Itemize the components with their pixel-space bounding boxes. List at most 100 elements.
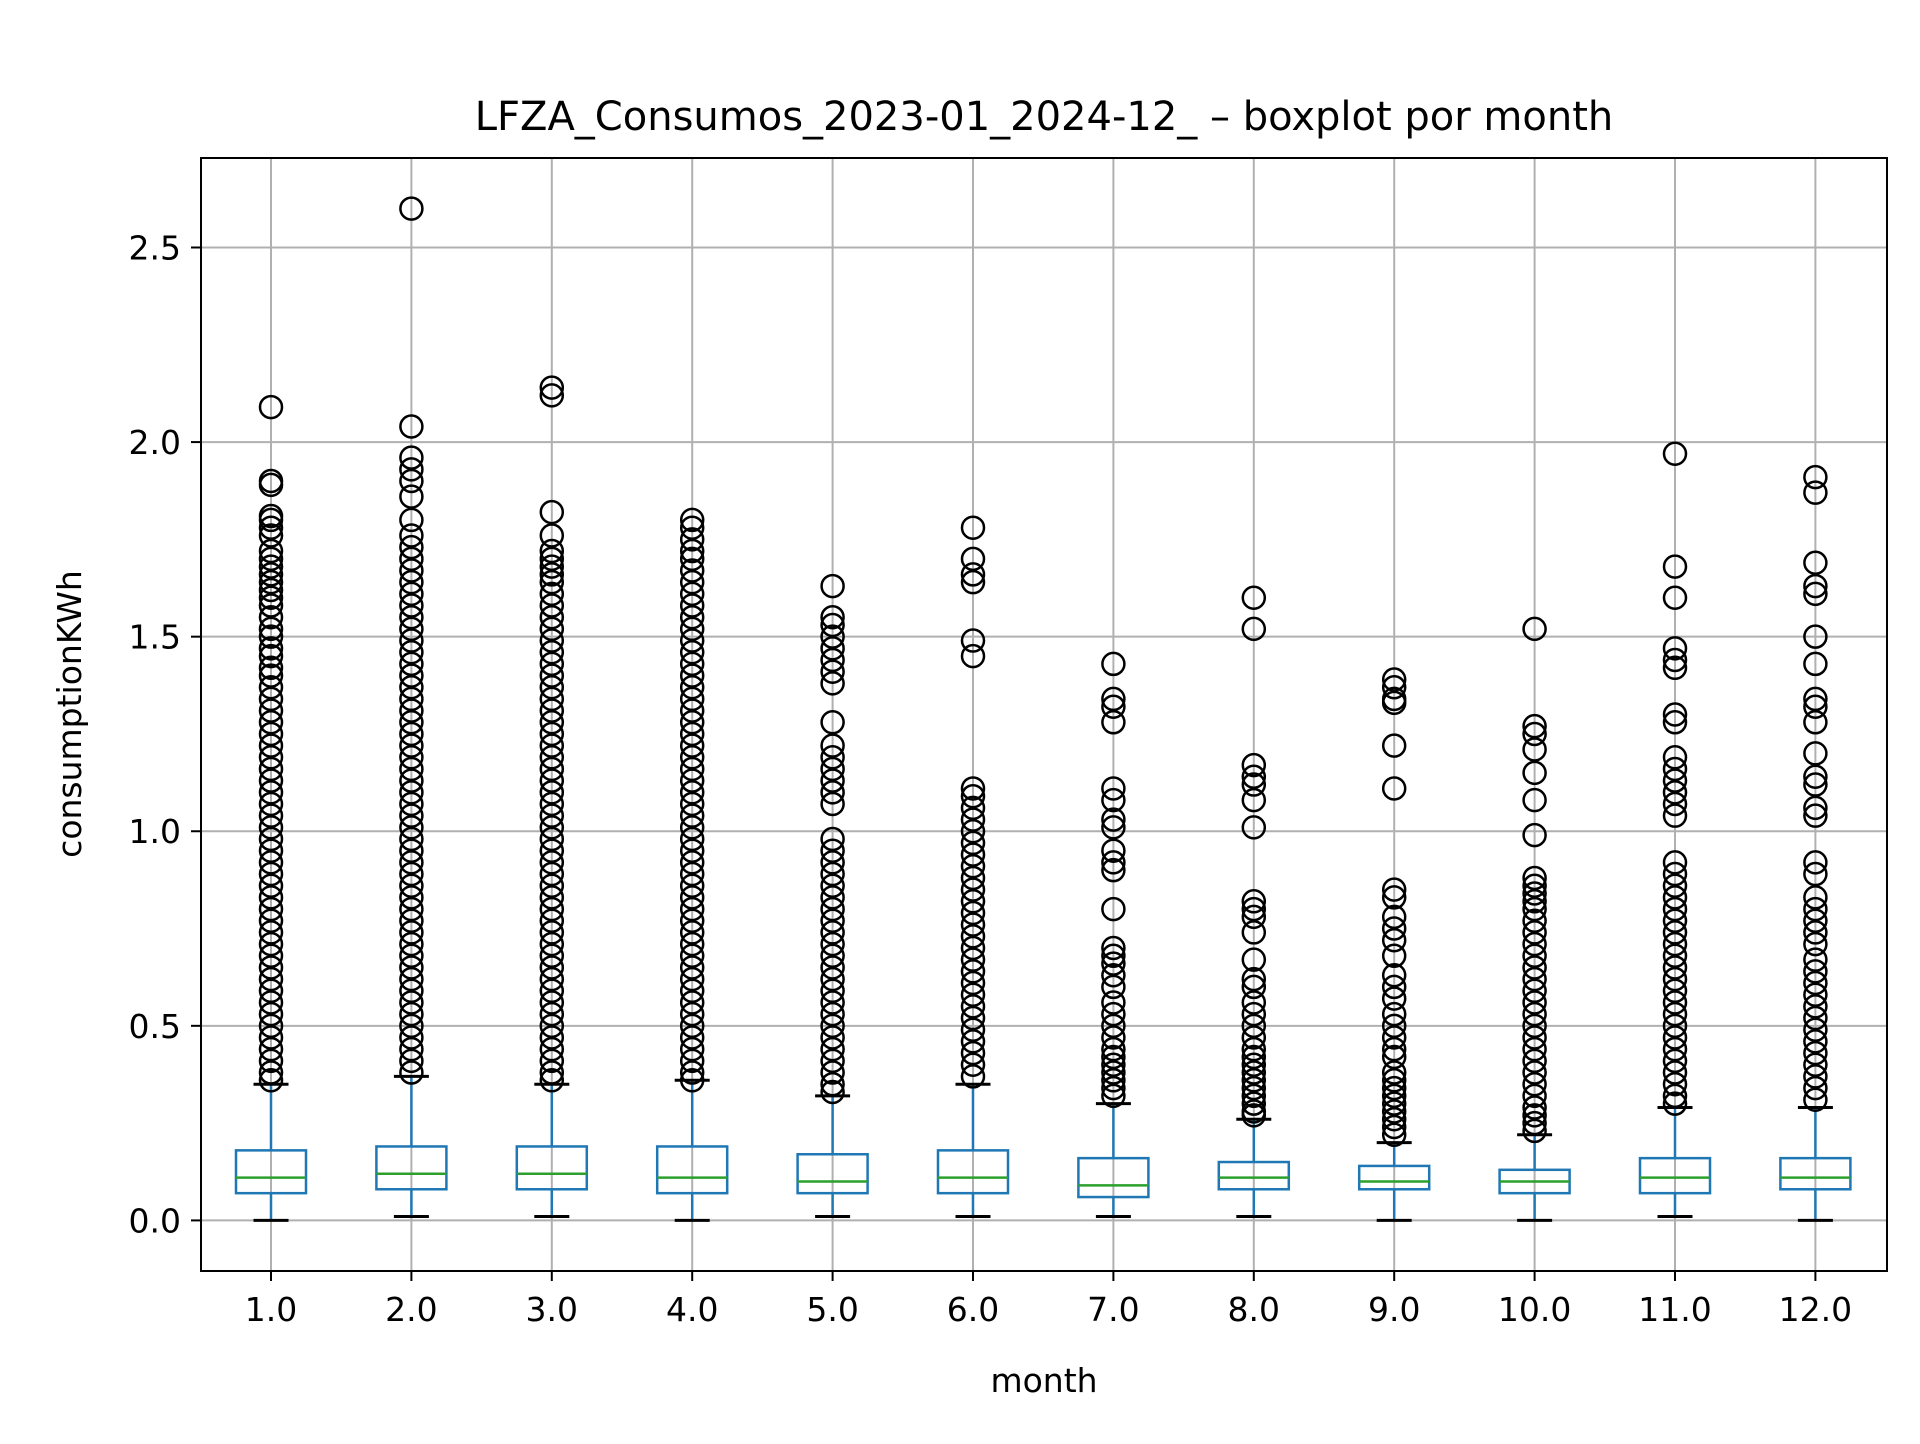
outlier-point (1662, 990, 1688, 1015)
outlier-point (960, 569, 986, 595)
outlier-point (258, 1036, 284, 1062)
outlier-point (539, 686, 565, 712)
outlier-point (539, 628, 565, 653)
outlier-point (820, 604, 845, 630)
outlier-point (1241, 974, 1267, 1000)
y-tick-label: 2.5 (129, 229, 181, 268)
outlier-point (258, 815, 284, 840)
iqr-box (1779, 1156, 1852, 1191)
outlier-point (1241, 904, 1267, 930)
outlier-point (1241, 1103, 1267, 1128)
x-axis-label: month (990, 1361, 1097, 1400)
outlier-point (1522, 1001, 1547, 1027)
outlier-point (539, 745, 565, 770)
outlier-point (820, 978, 845, 1004)
outlier-point (679, 943, 705, 969)
outlier-point (539, 523, 565, 548)
outlier-point (1522, 1110, 1547, 1136)
outlier-point (539, 908, 565, 934)
outlier-point (960, 628, 986, 653)
outlier-point (1241, 920, 1267, 945)
outlier-point (1662, 710, 1688, 735)
outlier-point (960, 877, 986, 902)
outlier-point (1241, 585, 1267, 611)
outlier-point (1101, 1068, 1126, 1093)
outlier-point (1662, 780, 1688, 805)
outlier-point (820, 671, 845, 696)
outlier-point (258, 624, 284, 649)
outlier-point (399, 686, 424, 712)
outlier-point (1101, 776, 1126, 801)
outlier-point (1522, 1048, 1547, 1074)
outlier-point (539, 966, 565, 992)
x-tick-label: 9.0 (1368, 1290, 1420, 1329)
outlier-point (1241, 1075, 1267, 1101)
plot-frame (200, 157, 1888, 1272)
outlier-point (820, 745, 845, 770)
outlier-point (820, 636, 845, 661)
outlier-point (1241, 616, 1267, 642)
outlier-point (679, 920, 705, 945)
outlier-point (820, 885, 845, 910)
outlier-point (258, 955, 284, 980)
outlier-point (258, 838, 284, 863)
outlier-point (399, 896, 424, 922)
outlier-point (539, 931, 565, 957)
outlier-point (820, 1001, 845, 1027)
outlier-point (258, 604, 284, 630)
outlier-point (1803, 1075, 1828, 1101)
outlier-point (1522, 1083, 1547, 1109)
outlier-point (1241, 787, 1267, 813)
outlier-point (1241, 815, 1267, 840)
box-group-month-3.0 (515, 1082, 589, 1219)
outlier-point (539, 593, 565, 618)
outlier-point (539, 885, 565, 910)
outlier-point (820, 920, 845, 945)
iqr-box (936, 1149, 1010, 1195)
x-tick-label: 8.0 (1228, 1290, 1280, 1329)
outlier-point (1101, 857, 1126, 883)
outlier-point (1381, 1099, 1407, 1124)
outlier-point (258, 616, 284, 642)
outlier-point (258, 569, 284, 595)
outlier-point (820, 896, 845, 922)
outlier-point (1803, 885, 1828, 910)
outlier-point (1803, 624, 1828, 649)
outlier-point (1522, 978, 1547, 1004)
outlier-point (539, 791, 565, 817)
outlier-point (960, 889, 986, 914)
outlier-point (539, 554, 565, 579)
fliers-month-11.0 (1662, 441, 1688, 1116)
outlier-point (258, 538, 284, 564)
outlier-point (960, 900, 986, 926)
outlier-point (820, 955, 845, 980)
outlier-point (1101, 943, 1126, 969)
outlier-point (1101, 1083, 1126, 1109)
outlier-point (1803, 480, 1828, 505)
x-tick-label: 1.0 (245, 1290, 297, 1329)
outlier-point (1662, 585, 1688, 611)
outlier-point (539, 861, 565, 887)
outlier-point (1381, 1091, 1407, 1116)
outlier-point (960, 1064, 986, 1089)
outlier-point (1803, 686, 1828, 712)
iqr-box (655, 1145, 729, 1195)
outlier-point (1662, 931, 1688, 957)
outlier-point (1241, 1044, 1267, 1070)
outlier-point (1522, 990, 1547, 1015)
outlier-point (399, 850, 424, 875)
outlier-point (1662, 655, 1688, 681)
outlier-point (679, 721, 705, 747)
y-tick-label: 0.0 (129, 1201, 181, 1240)
outlier-point (679, 885, 705, 910)
outlier-point (960, 783, 986, 809)
outlier-point (399, 414, 424, 439)
outlier-point (1381, 1083, 1407, 1109)
outlier-point (539, 978, 565, 1004)
outlier-point (960, 947, 986, 972)
outlier-point (679, 1060, 705, 1085)
outlier-point (1803, 982, 1828, 1007)
outlier-point (258, 710, 284, 735)
outlier-point (399, 710, 424, 735)
